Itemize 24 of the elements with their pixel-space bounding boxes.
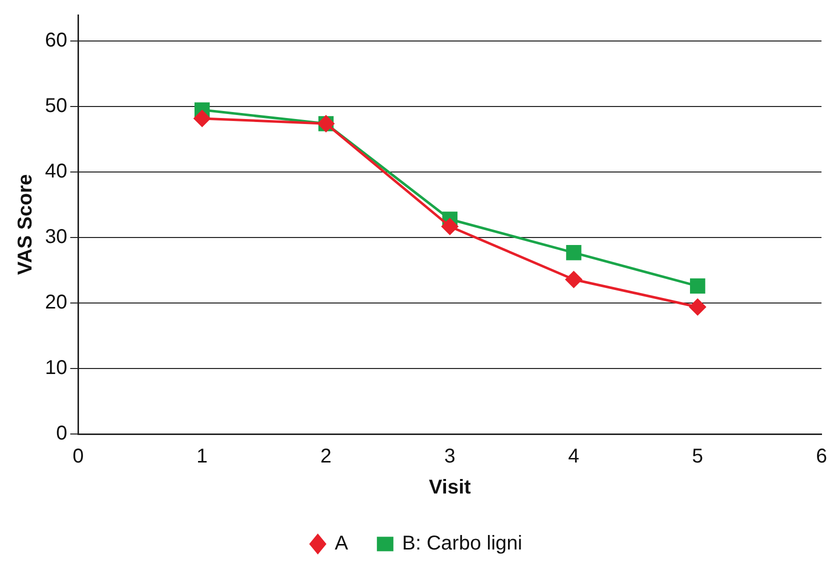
legend-label: B: Carbo ligni bbox=[402, 532, 522, 555]
point bbox=[566, 245, 582, 260]
y-tick-label: 30 bbox=[44, 226, 68, 248]
x-tick-label: 1 bbox=[196, 446, 208, 468]
y-tick-label: 50 bbox=[44, 95, 68, 118]
y-tick-label: 40 bbox=[44, 160, 68, 183]
x-tick-label: 6 bbox=[816, 446, 828, 468]
y-tick-label: 10 bbox=[44, 357, 68, 380]
x-tick-label: 4 bbox=[568, 446, 580, 468]
legend-label: A bbox=[334, 532, 349, 555]
x-tick-label: 2 bbox=[320, 446, 332, 468]
x-tick-label: 0 bbox=[72, 446, 84, 468]
y-tick-label: 60 bbox=[44, 30, 68, 52]
y-tick-label: 0 bbox=[56, 422, 68, 445]
x-axis-title: Visit bbox=[428, 476, 472, 499]
point bbox=[689, 298, 706, 316]
point bbox=[566, 271, 582, 288]
y-axis-title: VAS Score bbox=[14, 174, 37, 275]
y-tick-label: 20 bbox=[44, 292, 68, 314]
point bbox=[442, 218, 458, 235]
point bbox=[690, 278, 706, 294]
point bbox=[194, 110, 210, 127]
x-tick-label: 5 bbox=[692, 446, 704, 468]
x-tick-label: 3 bbox=[444, 446, 456, 468]
